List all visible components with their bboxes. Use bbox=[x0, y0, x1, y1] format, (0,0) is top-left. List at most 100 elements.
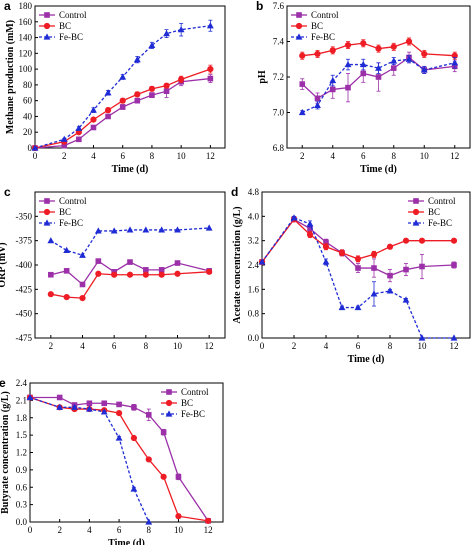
series-line bbox=[29, 396, 150, 523]
y-tick-label: 3.2 bbox=[248, 236, 259, 246]
series-fe-bc bbox=[26, 393, 153, 525]
data-point bbox=[314, 95, 321, 102]
x-tick-label: 6 bbox=[361, 151, 366, 161]
x-axis-label: Time (d) bbox=[112, 164, 149, 175]
x-tick-label: 4 bbox=[324, 341, 329, 351]
data-point bbox=[145, 456, 152, 463]
x-tick-label: 12 bbox=[450, 341, 459, 351]
data-point bbox=[115, 434, 123, 441]
legend-marker bbox=[165, 399, 173, 407]
series-bc bbox=[299, 37, 458, 60]
y-tick-label: 4.8 bbox=[248, 187, 260, 197]
x-axis-label: Time (d) bbox=[348, 354, 385, 365]
data-point bbox=[95, 258, 102, 264]
data-point bbox=[119, 73, 127, 80]
data-point bbox=[322, 243, 330, 250]
y-tick-label: 1.5 bbox=[16, 430, 28, 440]
data-point bbox=[322, 258, 330, 265]
legend-marker bbox=[295, 22, 303, 30]
x-tick-label: 8 bbox=[144, 341, 149, 351]
x-tick-label: 2 bbox=[300, 151, 305, 161]
data-point bbox=[126, 226, 134, 233]
panel-d: 0 2 4 6 8 10 12 0.0 0.8 1.6 2.4 3.2 4.0 4.8 Time (d) Ac… bbox=[231, 185, 471, 365]
data-point bbox=[47, 237, 55, 244]
data-point bbox=[206, 268, 213, 275]
data-point bbox=[133, 56, 141, 63]
data-point bbox=[402, 237, 410, 244]
data-point bbox=[145, 412, 152, 418]
data-point bbox=[100, 408, 108, 415]
data-point bbox=[90, 124, 97, 131]
data-point bbox=[160, 429, 167, 436]
x-tick-label: 10 bbox=[420, 151, 430, 161]
x-tick-label: 8 bbox=[147, 525, 152, 535]
data-point bbox=[142, 226, 150, 233]
data-point bbox=[375, 45, 382, 52]
y-tick-label: 0.6 bbox=[16, 482, 28, 492]
data-point bbox=[175, 513, 182, 520]
data-point bbox=[299, 52, 306, 59]
y-tick-label: 0.9 bbox=[16, 465, 28, 475]
y-tick-label: 60 bbox=[23, 96, 33, 106]
legend-marker bbox=[296, 12, 302, 18]
plot-frame bbox=[34, 5, 226, 149]
data-point bbox=[354, 303, 362, 311]
x-tick-label: 2 bbox=[57, 525, 62, 535]
x-tick-label: 0 bbox=[33, 151, 38, 161]
data-point bbox=[115, 410, 123, 417]
legend-marker bbox=[295, 33, 303, 40]
data-point bbox=[375, 64, 382, 71]
data-point bbox=[359, 60, 367, 68]
data-point bbox=[130, 434, 138, 442]
panel-letter: a bbox=[4, 0, 11, 13]
panel-c: 2 4 6 8 10 12 -350 -375 -400 -425 -450 -475 ORP (mV)… bbox=[0, 185, 226, 351]
data-point bbox=[143, 267, 149, 273]
data-point bbox=[450, 237, 458, 244]
x-tick-label: 10 bbox=[174, 525, 184, 535]
x-tick-label: 4 bbox=[331, 151, 336, 161]
legend-marker bbox=[43, 219, 51, 226]
legend-label: Fe-BC bbox=[181, 409, 205, 419]
y-tick-label: -475 bbox=[16, 333, 33, 343]
y-axis-label: pH bbox=[257, 70, 268, 84]
data-point bbox=[344, 60, 352, 68]
x-tick-label: 6 bbox=[117, 525, 122, 535]
data-point bbox=[206, 22, 214, 29]
data-point bbox=[111, 271, 118, 278]
y-tick-label: -375 bbox=[16, 236, 33, 246]
data-point bbox=[158, 271, 165, 278]
data-point bbox=[48, 271, 54, 278]
x-tick-label: 10 bbox=[418, 341, 428, 351]
y-tick-label: 1.6 bbox=[248, 284, 260, 294]
x-tick-label: 10 bbox=[173, 341, 183, 351]
y-axis-label: Acetate concentration (g/L) bbox=[232, 206, 243, 323]
data-point bbox=[386, 243, 394, 250]
data-point bbox=[344, 41, 352, 49]
data-point bbox=[148, 85, 156, 92]
legend-marker bbox=[43, 22, 51, 30]
data-point bbox=[63, 268, 70, 274]
y-axis-label: ORP (mV) bbox=[0, 242, 8, 287]
data-point bbox=[360, 40, 367, 47]
y-tick-label: 0.3 bbox=[16, 500, 28, 510]
data-point bbox=[375, 74, 382, 80]
data-point bbox=[104, 107, 112, 114]
y-tick-label: 2.4 bbox=[248, 260, 260, 270]
data-point bbox=[134, 97, 141, 104]
y-tick-label: 7.2 bbox=[273, 72, 284, 82]
data-point bbox=[75, 124, 83, 131]
y-tick-label: -400 bbox=[16, 260, 33, 270]
legend-label: Control bbox=[59, 196, 87, 206]
x-tick-label: 12 bbox=[450, 151, 459, 161]
data-point bbox=[177, 26, 185, 33]
data-point bbox=[110, 227, 118, 234]
data-point bbox=[418, 237, 426, 244]
legend-marker bbox=[412, 219, 420, 226]
data-point bbox=[314, 50, 321, 58]
data-point bbox=[158, 267, 165, 273]
